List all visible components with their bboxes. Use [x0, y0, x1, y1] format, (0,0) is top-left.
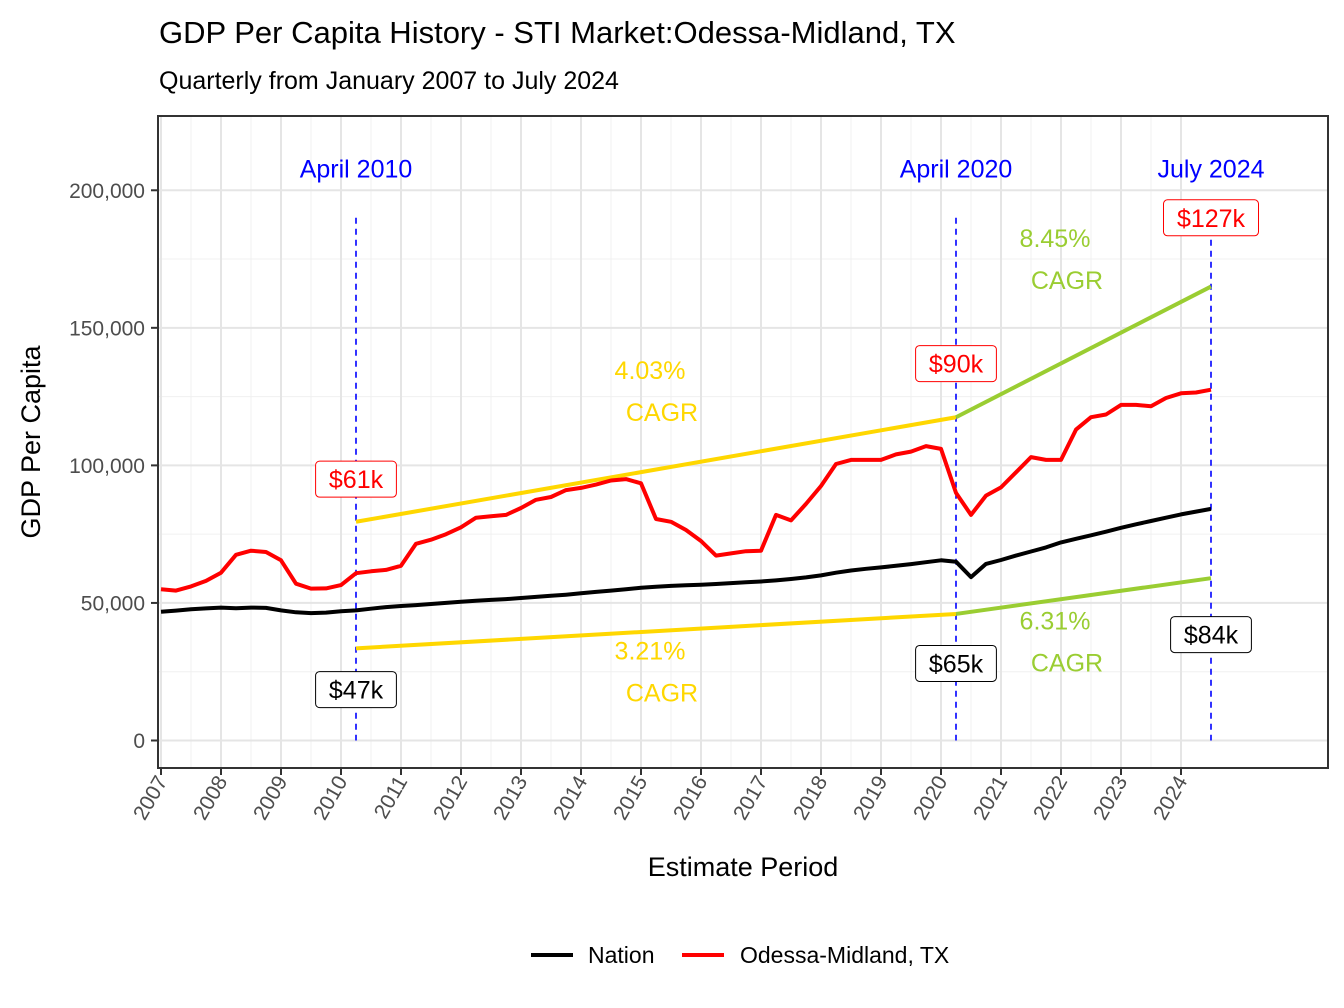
cagr-percent: 6.31%	[1020, 607, 1091, 635]
cagr-percent: 3.21%	[615, 638, 686, 666]
value-label: $61k	[329, 466, 384, 494]
cagr-word: CAGR	[626, 399, 698, 427]
value-label: $47k	[329, 677, 384, 705]
cagr-word: CAGR	[626, 680, 698, 708]
cagr-word: CAGR	[1031, 267, 1103, 295]
cagr-word: CAGR	[1031, 649, 1103, 677]
value-label: $84k	[1184, 622, 1239, 650]
trend-lines	[355, 284, 1212, 651]
series-line	[160, 387, 1212, 593]
legend: Nation Odessa-Midland, TX	[531, 942, 949, 968]
y-tick-label: 100,000	[69, 455, 145, 478]
y-tick-label: 50,000	[81, 592, 145, 615]
cagr-percent: 4.03%	[615, 357, 686, 385]
series-lines	[160, 387, 1212, 616]
y-axis-title: GDP Per Capita	[16, 344, 46, 538]
reference-lines: April 2010 April 2020 July 2024	[300, 156, 1265, 741]
y-tick-label: 0	[133, 730, 145, 753]
panel-border	[157, 115, 1329, 769]
reference-line-label: April 2010	[300, 156, 413, 184]
legend-label: Odessa-Midland, TX	[740, 942, 949, 968]
reference-line-label: July 2024	[1157, 156, 1264, 184]
value-label: $127k	[1177, 205, 1246, 233]
chart-subtitle: Quarterly from January 2007 to July 2024	[159, 67, 619, 95]
series-line	[160, 506, 1212, 616]
trend-line	[955, 576, 1212, 616]
value-label: $90k	[929, 351, 984, 379]
plot-panel	[158, 116, 1328, 768]
value-label-box	[315, 671, 397, 709]
trend-line	[955, 284, 1212, 420]
gridlines	[158, 116, 1328, 768]
trend-line	[355, 611, 957, 651]
chart-title: GDP Per Capita History - STI Market:Odes…	[159, 15, 956, 50]
trend-line	[355, 415, 957, 524]
panel-background	[158, 116, 1328, 768]
value-label-box	[315, 460, 397, 498]
value-label: $65k	[929, 650, 984, 678]
y-tick-label: 150,000	[69, 317, 145, 340]
legend-label: Nation	[588, 942, 654, 968]
value-label-box	[1170, 616, 1252, 654]
value-label-box	[1163, 199, 1259, 237]
annotations: $61k $90k $127k $47k $65k $84k 4.03% CAGR 8.45% C…	[315, 199, 1259, 709]
y-tick-label: 200,000	[69, 180, 145, 203]
cagr-percent: 8.45%	[1020, 225, 1091, 253]
reference-line-label: April 2020	[900, 156, 1013, 184]
value-label-box	[915, 345, 997, 383]
x-axis-title: Estimate Period	[648, 852, 839, 882]
value-label-box	[915, 644, 997, 682]
